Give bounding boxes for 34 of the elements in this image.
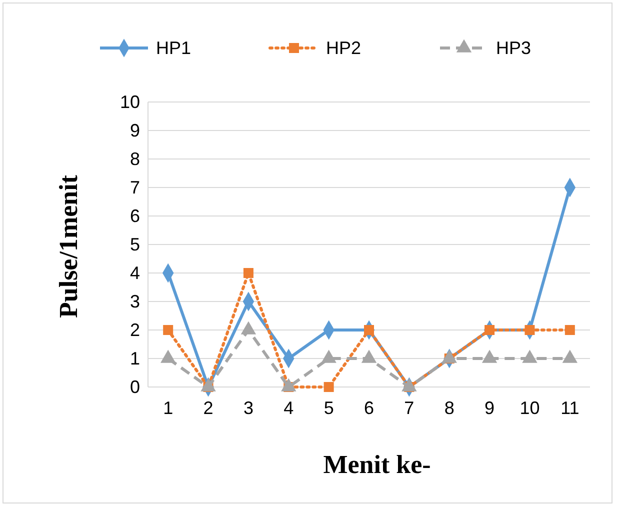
point xyxy=(364,325,374,335)
point xyxy=(243,268,254,278)
legend-label: HP3 xyxy=(496,38,532,58)
x-tick-label: 6 xyxy=(364,398,374,418)
y-tick-label: 2 xyxy=(130,320,140,340)
x-axis-title: Menit ke- xyxy=(323,450,431,479)
y-tick-label: 3 xyxy=(130,291,140,312)
x-tick-label: 4 xyxy=(284,398,294,418)
x-tick-label: 10 xyxy=(520,398,540,418)
y-tick-label: 7 xyxy=(130,177,140,198)
y-tick-label: 1 xyxy=(130,348,140,368)
x-tick-label: 9 xyxy=(484,398,495,418)
x-tick-label: 3 xyxy=(243,398,254,418)
y-tick-label: 8 xyxy=(130,148,140,169)
point xyxy=(163,325,174,335)
legend-label: HP2 xyxy=(326,38,362,58)
x-tick-label: 2 xyxy=(203,398,214,418)
x-tick-label: 1 xyxy=(163,398,174,418)
point xyxy=(324,382,334,392)
point xyxy=(564,325,575,335)
x-tick-label: 7 xyxy=(404,398,414,418)
legend-label: HP1 xyxy=(156,38,192,58)
x-tick-label: 8 xyxy=(444,398,454,418)
point xyxy=(524,325,535,335)
y-tick-label: 9 xyxy=(130,120,140,140)
point xyxy=(484,325,495,335)
y-tick-label: 10 xyxy=(120,92,140,112)
y-tick-label: 6 xyxy=(130,206,140,226)
y-axis-title: Pulse/1menit xyxy=(54,174,83,318)
x-tick-label: 11 xyxy=(560,398,580,418)
y-tick-label: 0 xyxy=(130,376,140,397)
x-tick-label: 5 xyxy=(324,398,334,418)
y-tick-label: 4 xyxy=(130,262,140,283)
y-tick-label: 5 xyxy=(130,234,140,254)
